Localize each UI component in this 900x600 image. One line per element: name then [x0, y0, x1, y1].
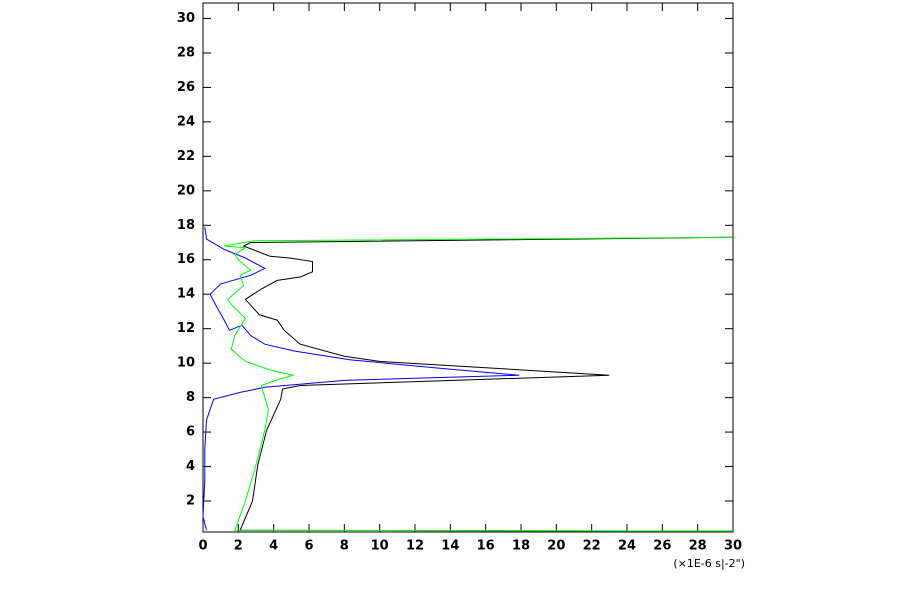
x-tick-label: 16 — [477, 539, 495, 554]
x-tick-label: 24 — [618, 539, 636, 554]
y-tick-label: 20 — [177, 183, 195, 198]
y-tick-label: 6 — [186, 425, 195, 440]
plot-frame — [202, 2, 734, 533]
x-tick-label: 4 — [269, 539, 278, 554]
y-tick-label: 26 — [177, 80, 195, 95]
profile-line — [202, 226, 520, 531]
y-tick-label: 22 — [177, 149, 195, 164]
x-tick-label: 30 — [724, 539, 742, 554]
x-tick-label: 22 — [583, 539, 601, 554]
y-tick-label: 10 — [177, 356, 195, 371]
y-tick-label: 24 — [177, 114, 195, 129]
y-tick-label: 2 — [186, 493, 195, 508]
x-tick-label: 12 — [406, 539, 424, 554]
y-tick-label: 4 — [186, 459, 195, 474]
y-tick-label: 14 — [177, 287, 195, 302]
x-tick-label: 14 — [441, 539, 459, 554]
x-tick-label: 18 — [512, 539, 530, 554]
y-tick-label: 8 — [186, 390, 195, 405]
x-tick-label: 26 — [653, 539, 671, 554]
x-tick-label: 8 — [340, 539, 349, 554]
x-tick-label: 28 — [689, 539, 707, 554]
x-tick-label: 10 — [371, 539, 389, 554]
x-tick-label: 20 — [547, 539, 565, 554]
y-tick-label: 16 — [177, 252, 195, 267]
x-tick-label: 6 — [304, 539, 313, 554]
profile-line — [239, 236, 734, 532]
x-tick-label: 0 — [198, 539, 207, 554]
y-tick-label: 30 — [177, 11, 195, 26]
profile-line — [224, 236, 734, 532]
x-axis-unit: (×1E-6 s|-2") — [673, 557, 745, 570]
y-tick-label: 28 — [177, 45, 195, 60]
x-tick-label: 2 — [234, 539, 243, 554]
y-tick-label: 18 — [177, 218, 195, 233]
y-tick-label: 12 — [177, 321, 195, 336]
